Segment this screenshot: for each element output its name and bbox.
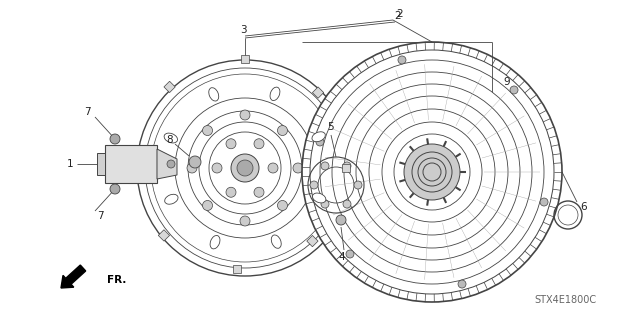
Ellipse shape: [270, 87, 280, 100]
Circle shape: [254, 187, 264, 197]
Ellipse shape: [271, 235, 281, 248]
Text: 7: 7: [84, 107, 90, 117]
Circle shape: [189, 156, 201, 168]
Circle shape: [510, 86, 518, 94]
Bar: [312, 87, 324, 98]
Circle shape: [346, 250, 354, 258]
Text: 3: 3: [240, 25, 246, 35]
Ellipse shape: [210, 235, 220, 249]
Circle shape: [336, 215, 346, 225]
Circle shape: [202, 200, 212, 211]
Circle shape: [343, 162, 351, 170]
Bar: [132, 156, 140, 164]
Circle shape: [293, 163, 303, 173]
Circle shape: [202, 125, 212, 136]
Text: 2: 2: [395, 11, 401, 21]
Text: FR.: FR.: [107, 275, 126, 285]
Ellipse shape: [164, 133, 177, 143]
Circle shape: [540, 198, 548, 206]
Ellipse shape: [312, 193, 326, 203]
Text: STX4E1800C: STX4E1800C: [534, 295, 596, 305]
Text: 4: 4: [339, 252, 346, 262]
Circle shape: [110, 134, 120, 144]
Circle shape: [167, 160, 175, 168]
Ellipse shape: [312, 132, 325, 142]
Ellipse shape: [164, 194, 178, 204]
Text: 2: 2: [397, 9, 403, 19]
Circle shape: [354, 181, 362, 189]
FancyBboxPatch shape: [105, 145, 157, 183]
Circle shape: [254, 139, 264, 149]
Circle shape: [278, 200, 287, 211]
Circle shape: [237, 160, 253, 176]
Text: 9: 9: [504, 77, 510, 87]
Circle shape: [110, 184, 120, 194]
Text: 1: 1: [67, 159, 74, 169]
Circle shape: [321, 200, 329, 208]
Circle shape: [187, 163, 197, 173]
FancyArrow shape: [61, 265, 86, 288]
Text: 6: 6: [580, 202, 588, 212]
Circle shape: [321, 162, 329, 170]
Bar: [342, 164, 350, 172]
Circle shape: [404, 144, 460, 200]
Circle shape: [137, 60, 353, 276]
Bar: [241, 55, 249, 63]
Polygon shape: [157, 149, 177, 179]
Bar: [307, 235, 318, 247]
Circle shape: [278, 125, 287, 136]
Ellipse shape: [209, 88, 219, 101]
Circle shape: [302, 42, 562, 302]
Text: 8: 8: [166, 135, 173, 145]
Text: 5: 5: [328, 122, 334, 132]
Circle shape: [240, 110, 250, 120]
Circle shape: [231, 154, 259, 182]
Bar: [164, 81, 175, 93]
Circle shape: [398, 56, 406, 64]
FancyBboxPatch shape: [97, 153, 105, 175]
Circle shape: [226, 187, 236, 197]
Text: 7: 7: [97, 211, 103, 221]
Circle shape: [226, 139, 236, 149]
Bar: [158, 230, 170, 241]
Circle shape: [316, 138, 324, 146]
Circle shape: [268, 163, 278, 173]
Bar: [233, 265, 241, 273]
Circle shape: [343, 200, 351, 208]
Circle shape: [212, 163, 222, 173]
Circle shape: [310, 181, 318, 189]
Circle shape: [240, 216, 250, 226]
Circle shape: [458, 280, 466, 288]
